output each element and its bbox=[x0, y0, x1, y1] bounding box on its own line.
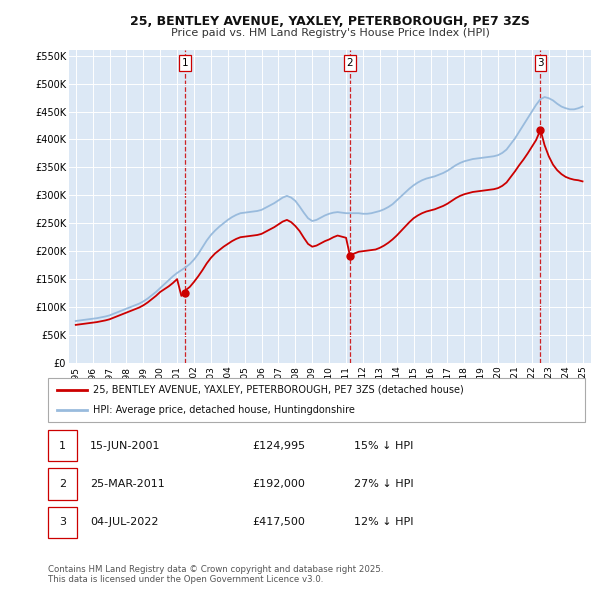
Text: Contains HM Land Registry data © Crown copyright and database right 2025.
This d: Contains HM Land Registry data © Crown c… bbox=[48, 565, 383, 584]
Text: £192,000: £192,000 bbox=[252, 479, 305, 489]
Text: £124,995: £124,995 bbox=[252, 441, 305, 451]
Text: 25, BENTLEY AVENUE, YAXLEY, PETERBOROUGH, PE7 3ZS (detached house): 25, BENTLEY AVENUE, YAXLEY, PETERBOROUGH… bbox=[93, 385, 464, 395]
Text: 2: 2 bbox=[59, 479, 66, 489]
Text: 1: 1 bbox=[181, 58, 188, 68]
Text: 3: 3 bbox=[537, 58, 544, 68]
Text: 2: 2 bbox=[347, 58, 353, 68]
Text: 27% ↓ HPI: 27% ↓ HPI bbox=[354, 479, 413, 489]
Text: HPI: Average price, detached house, Huntingdonshire: HPI: Average price, detached house, Hunt… bbox=[93, 405, 355, 415]
Text: 15-JUN-2001: 15-JUN-2001 bbox=[90, 441, 161, 451]
Text: 12% ↓ HPI: 12% ↓ HPI bbox=[354, 517, 413, 527]
Text: Price paid vs. HM Land Registry's House Price Index (HPI): Price paid vs. HM Land Registry's House … bbox=[170, 28, 490, 38]
Text: 15% ↓ HPI: 15% ↓ HPI bbox=[354, 441, 413, 451]
Text: 1: 1 bbox=[59, 441, 66, 451]
Text: 25-MAR-2011: 25-MAR-2011 bbox=[90, 479, 165, 489]
Text: £417,500: £417,500 bbox=[252, 517, 305, 527]
Text: 3: 3 bbox=[59, 517, 66, 527]
Text: 25, BENTLEY AVENUE, YAXLEY, PETERBOROUGH, PE7 3ZS: 25, BENTLEY AVENUE, YAXLEY, PETERBOROUGH… bbox=[130, 15, 530, 28]
Text: 04-JUL-2022: 04-JUL-2022 bbox=[90, 517, 158, 527]
